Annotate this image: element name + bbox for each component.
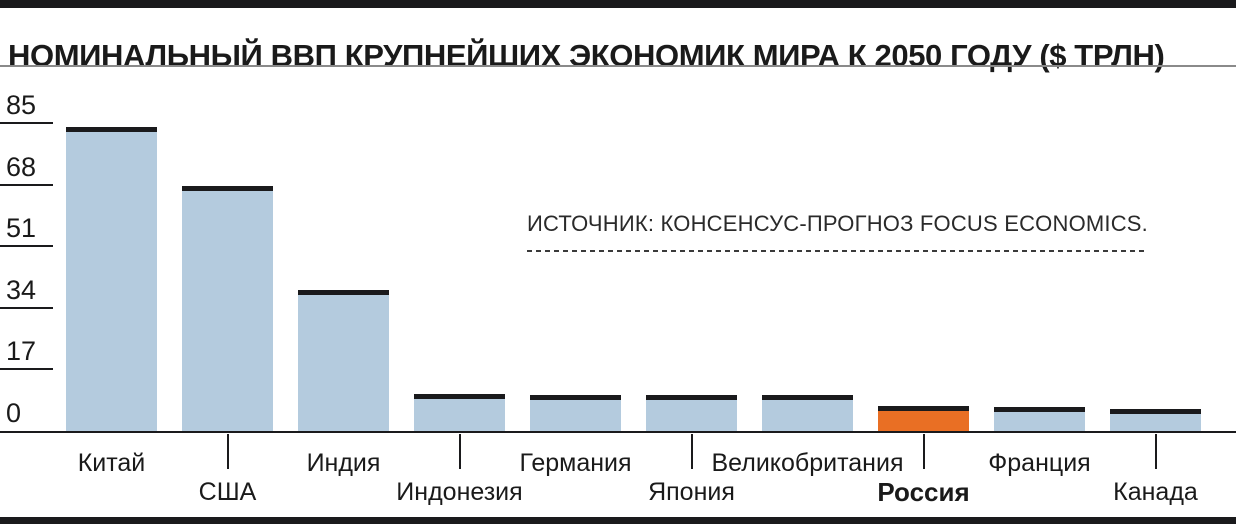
bar-cap <box>878 406 969 411</box>
bar-9 <box>994 407 1085 431</box>
x-tick-line <box>1154 434 1157 469</box>
x-category-label: Япония <box>648 478 735 506</box>
x-category-label: Франция <box>988 449 1091 477</box>
bar-cap <box>530 395 621 400</box>
x-category-label: Китай <box>77 449 146 477</box>
x-tick-line <box>922 434 925 469</box>
bar-3 <box>298 290 389 431</box>
bar-fill <box>994 412 1085 431</box>
y-tick-line <box>0 368 53 370</box>
x-tick-line <box>458 434 461 469</box>
title-divider <box>0 65 1236 67</box>
x-tick-line <box>690 434 693 469</box>
y-tick-label: 51 <box>6 213 37 243</box>
bar-cap <box>1110 409 1201 414</box>
bar-1 <box>66 127 157 431</box>
bar-cap <box>762 395 853 400</box>
bottom-rule-bar <box>0 517 1236 524</box>
y-tick-line <box>0 122 53 124</box>
bar-fill <box>298 295 389 431</box>
x-category-label: Индия <box>306 449 381 477</box>
bar-7 <box>762 395 853 431</box>
y-tick-line <box>0 307 53 309</box>
bar-cap <box>182 186 273 191</box>
page-title: НОМИНАЛЬНЫЙ ВВП КРУПНЕЙШИХ ЭКОНОМИК МИРА… <box>8 37 1165 73</box>
top-rule-bar <box>0 0 1236 8</box>
y-tick-label: 34 <box>6 275 37 305</box>
bar-10 <box>1110 409 1201 431</box>
y-tick-label: 0 <box>6 398 22 428</box>
source-dashed-divider <box>527 250 1147 252</box>
x-category-label: Индонезия <box>396 478 523 506</box>
bar-8 <box>878 406 969 431</box>
x-tick-line <box>226 434 229 469</box>
bar-fill <box>762 400 853 431</box>
bar-fill <box>414 399 505 431</box>
x-category-label: Великобритания <box>711 449 904 477</box>
x-category-label: Германия <box>519 449 632 477</box>
x-category-label: Россия <box>877 477 970 507</box>
y-tick-label: 68 <box>6 152 37 182</box>
bar-5 <box>530 395 621 431</box>
bar-fill <box>1110 414 1201 431</box>
y-tick-line <box>0 184 53 186</box>
y-tick-label: 17 <box>6 336 37 366</box>
y-tick-label: 85 <box>6 90 37 120</box>
bar-fill <box>530 400 621 431</box>
bar-fill-highlighted <box>878 411 969 431</box>
x-axis-baseline <box>0 431 1236 433</box>
bar-fill <box>646 400 737 431</box>
y-tick-line <box>0 245 53 247</box>
bar-cap <box>66 127 157 132</box>
x-category-label: США <box>198 478 257 506</box>
source-note: ИСТОЧНИК: КОНСЕНСУС-ПРОГНОЗ FOCUS ECONOM… <box>527 211 1148 236</box>
bar-6 <box>646 395 737 431</box>
x-category-label: Канада <box>1113 478 1198 506</box>
bar-cap <box>994 407 1085 412</box>
bar-cap <box>414 394 505 399</box>
bar-fill <box>182 191 273 431</box>
bar-fill <box>66 132 157 431</box>
bar-4 <box>414 394 505 431</box>
bar-2 <box>182 186 273 431</box>
bar-cap <box>298 290 389 295</box>
bar-cap <box>646 395 737 400</box>
